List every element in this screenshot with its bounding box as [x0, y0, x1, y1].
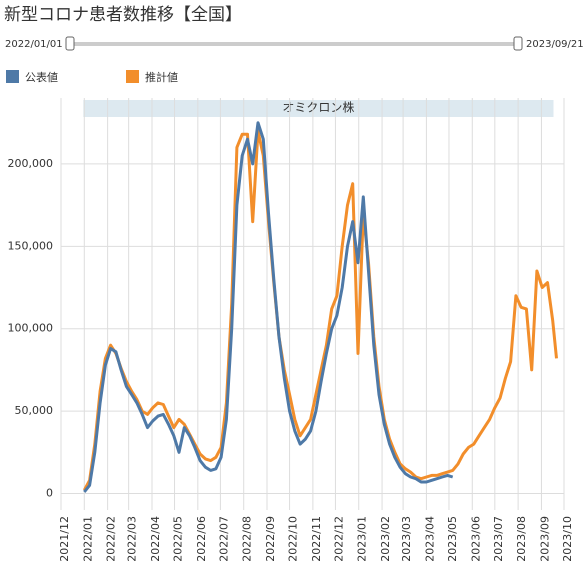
x-tick-label: 2023/08	[515, 516, 528, 562]
y-tick-label: 150,000	[8, 239, 54, 252]
x-tick-label: 2022/03	[126, 516, 139, 562]
x-tick-label: 2022/09	[264, 516, 277, 562]
series-line	[83, 121, 454, 493]
x-tick-label: 2023/01	[356, 516, 369, 562]
x-tick-label: 2023/09	[538, 516, 551, 562]
x-tick-label: 2023/07	[492, 516, 505, 562]
y-tick-label: 50,000	[15, 404, 54, 417]
x-tick-label: 2022/07	[217, 516, 230, 562]
slider-start-handle[interactable]	[65, 36, 75, 51]
slider-track[interactable]	[70, 42, 518, 46]
annotation-band	[83, 100, 554, 117]
legend: 公表値 推計値	[6, 70, 178, 84]
slider-end-handle[interactable]	[513, 36, 523, 51]
x-tick-label: 2022/10	[287, 516, 300, 562]
y-tick-label: 100,000	[8, 322, 54, 335]
y-tick-label: 200,000	[8, 157, 54, 170]
x-tick-label: 2022/12	[332, 516, 345, 562]
slider-end-label: 2023/09/21	[526, 39, 584, 50]
chart-title: 新型コロナ患者数推移【全国】	[4, 5, 242, 25]
x-tick-label: 2022/05	[172, 516, 185, 562]
x-tick-label: 2023/04	[423, 516, 436, 562]
x-tick-label: 2022/04	[149, 516, 162, 562]
x-tick-label: 2022/02	[105, 516, 118, 562]
slider-start-label: 2022/01/01	[5, 39, 63, 50]
x-tick-label: 2022/06	[195, 516, 208, 562]
legend-label: 公表値	[25, 70, 58, 84]
annotation-label: オミクロン株	[282, 100, 354, 115]
series-line	[82, 129, 558, 491]
x-tick-label: 2022/08	[241, 516, 254, 562]
x-tick-label: 2023/10	[561, 516, 574, 562]
x-tick-label: 2023/03	[400, 516, 413, 562]
x-tick-label: 2021/12	[58, 516, 71, 562]
y-tick-label: 0	[46, 487, 53, 500]
x-tick-label: 2022/01	[81, 516, 94, 562]
legend-swatch	[126, 70, 139, 83]
x-tick-label: 2023/02	[379, 516, 392, 562]
legend-swatch	[6, 70, 19, 83]
plot: オミクロン株 0 50,000 100,000 150,000 200,000 2021/1…	[8, 98, 574, 562]
x-tick-label: 2022/11	[310, 516, 323, 562]
legend-label: 推計値	[145, 70, 178, 84]
x-tick-label: 2023/05	[446, 516, 459, 562]
x-tick-label: 2023/06	[469, 516, 482, 562]
